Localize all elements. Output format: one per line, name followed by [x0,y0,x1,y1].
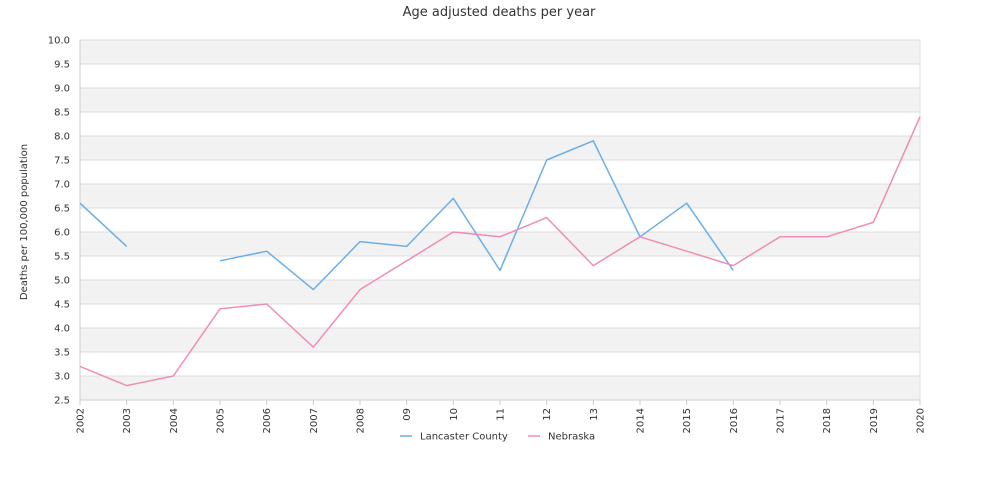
grid-band [80,280,920,304]
grid-band [80,88,920,112]
x-tick-label: 2004 [169,408,180,433]
grid-band [80,328,920,352]
x-tick-label: 09 [402,408,413,421]
legend: Lancaster County Nebraska [400,432,595,443]
x-tick-label: 2020 [916,408,927,433]
x-tick-label: 2017 [776,408,787,433]
y-tick-label: 4.0 [54,324,70,335]
grid-band [80,40,920,64]
y-tick-label: 6.0 [54,228,70,239]
y-tick-label: 8.5 [54,108,70,119]
y-tick-label: 7.0 [54,180,70,191]
x-tick-label: 2003 [122,408,133,433]
grid-bands [80,40,920,400]
x-tick-label: 13 [589,408,600,421]
grid-band [80,184,920,208]
y-tick-label: 7.5 [54,156,70,167]
x-tick-label: 2014 [636,408,647,433]
y-tick-label: 10.0 [48,36,70,47]
x-tick-label: 2008 [356,408,367,433]
x-tick-label: 11 [496,408,507,421]
x-tick-label: 10 [449,408,460,421]
y-tick-label: 6.5 [54,204,70,215]
y-tick-label: 5.5 [54,252,70,263]
y-axis-label: Deaths per 100,000 population [19,144,30,300]
series-lines [79,116,921,387]
x-tick-label: 2015 [682,408,693,433]
grid-band [80,376,920,400]
y-tick-label: 9.5 [54,60,70,71]
grid-band [80,136,920,160]
y-tick-label: 3.0 [54,372,70,383]
x-tick-label: 2007 [309,408,320,433]
y-tick-label: 2.5 [54,396,70,407]
x-tick-label: 2016 [729,408,740,433]
grid-band [80,232,920,256]
series-line [79,202,128,247]
y-tick-label: 8.0 [54,132,70,143]
x-axis-ticks: 2002 2003 2004 2005 2006 2007 2008 09 10 11 12 13 20… [76,400,927,433]
y-tick-label: 9.0 [54,84,70,95]
legend-label: Nebraska [548,432,595,443]
x-tick-label: 12 [542,408,553,421]
y-tick-label: 4.5 [54,300,70,311]
y-axis-ticks: 2.5 3.0 3.5 4.0 4.5 5.0 5.5 6.0 6.5 7.0 7.5 8.0 8.5 9… [48,36,70,407]
y-tick-label: 3.5 [54,348,70,359]
legend-label: Lancaster County [420,432,508,443]
x-tick-label: 2005 [216,408,227,433]
chart-title: Age adjusted deaths per year [403,5,596,20]
x-tick-label: 2018 [822,408,833,433]
x-tick-label: 2019 [869,408,880,433]
x-tick-label: 2002 [76,408,87,433]
y-tick-label: 5.0 [54,276,70,287]
grid-lines [79,39,921,401]
series-line [219,140,734,291]
x-tick-label: 2006 [262,408,273,433]
series-line [79,116,921,387]
